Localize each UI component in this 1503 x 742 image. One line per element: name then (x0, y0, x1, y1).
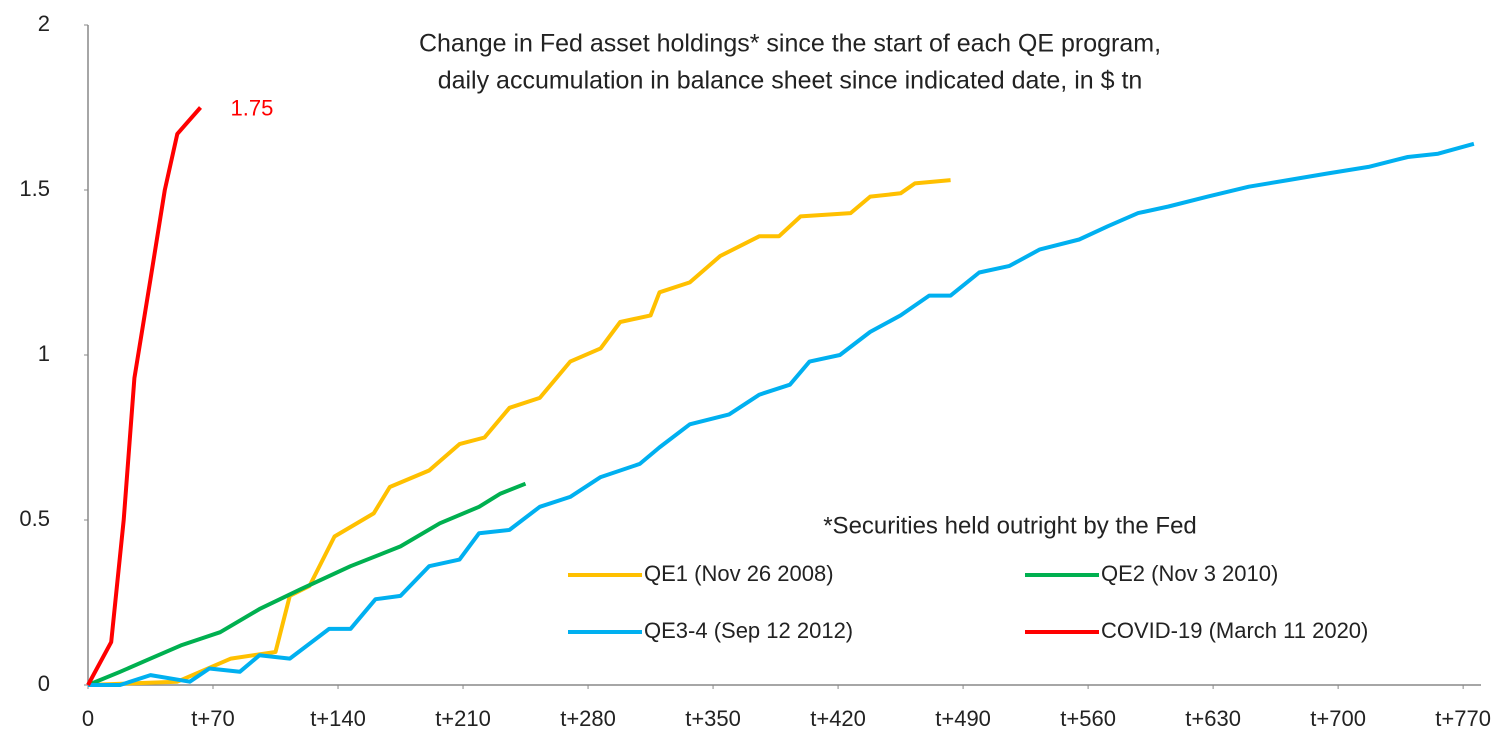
note: *Securities held outright by the Fed (823, 512, 1197, 539)
chart-title: daily accumulation in balance sheet sinc… (438, 67, 1143, 95)
x-tick-label: t+560 (1060, 706, 1116, 731)
x-tick-label: t+630 (1185, 706, 1241, 731)
legend-label: QE3-4 (Sep 12 2012) (644, 618, 853, 643)
series-line (86, 106, 203, 686)
series-line (87, 481, 527, 687)
x-tick-label: t+700 (1310, 706, 1366, 731)
y-tick-label: 2 (38, 11, 50, 36)
x-tick-label: t+210 (435, 706, 491, 731)
x-tick-label: t+490 (935, 706, 991, 731)
legend-label: QE1 (Nov 26 2008) (644, 561, 834, 586)
y-tick-label: 1.5 (19, 176, 50, 201)
data-label: 1.75 (231, 95, 274, 120)
x-tick-label: t+420 (810, 706, 866, 731)
y-tick-label: 1 (38, 341, 50, 366)
x-tick-label: t+140 (310, 706, 366, 731)
x-tick-label: t+70 (191, 706, 234, 731)
x-tick-label: t+770 (1435, 706, 1491, 731)
y-tick-label: 0.5 (19, 506, 50, 531)
series-line (87, 178, 951, 687)
chart-title: Change in Fed asset holdings* since the … (419, 30, 1161, 58)
y-tick-label: 0 (38, 671, 50, 696)
x-tick-label: t+280 (560, 706, 616, 731)
x-tick-label: 0 (82, 706, 94, 731)
x-tick-label: t+350 (685, 706, 741, 731)
series-line (88, 141, 1475, 687)
legend-label: QE2 (Nov 3 2010) (1101, 561, 1278, 586)
legend-label: COVID-19 (March 11 2020) (1101, 618, 1368, 643)
